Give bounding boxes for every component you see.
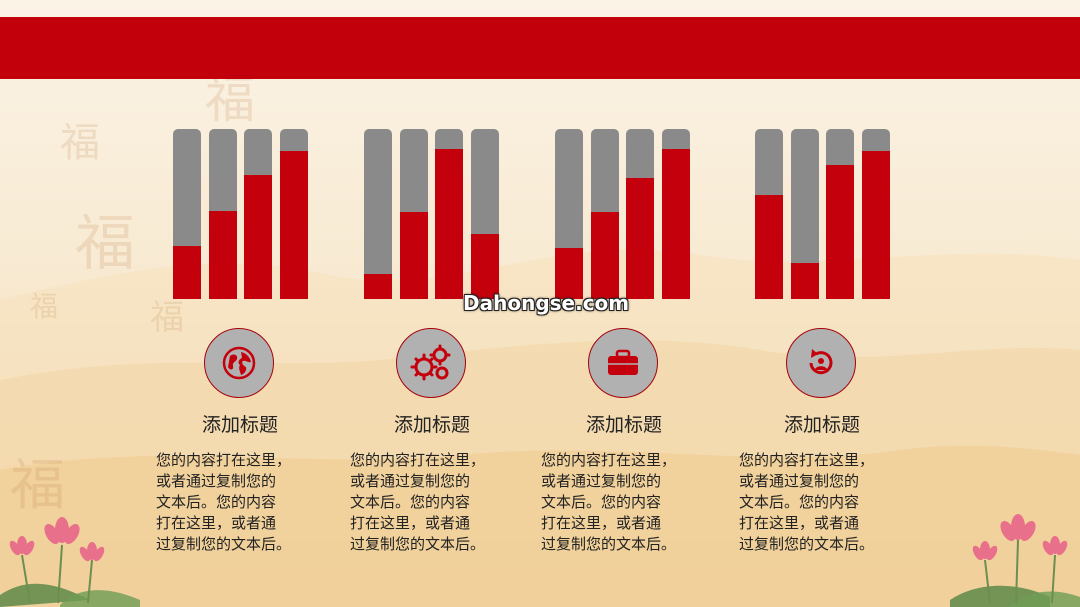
- body-line: 过复制您的文本后。: [156, 535, 292, 553]
- bar-2-2: [400, 129, 428, 299]
- bar-fill: [400, 212, 428, 299]
- top-red-band: [0, 17, 1080, 79]
- bar-fill: [591, 212, 619, 299]
- refresh-user-icon: [809, 349, 833, 375]
- bar-fill: [862, 151, 890, 299]
- bar-1-1: [173, 129, 201, 299]
- section-title-2: 添加标题: [393, 414, 470, 436]
- icon-circle-3: [588, 328, 658, 398]
- bar-2-4: [471, 129, 499, 299]
- bar-2-1: [364, 129, 392, 299]
- body-line: 或者通过复制您的: [541, 472, 662, 490]
- icon-circle-1: [204, 328, 274, 398]
- body-line: 您的内容打在这里，: [350, 451, 486, 469]
- background-fu-character: 福: [150, 298, 184, 338]
- bar-4-4: [862, 129, 890, 299]
- bar-group-3: [555, 129, 715, 299]
- bar-group-4: [755, 129, 915, 299]
- bar-fill: [364, 273, 392, 299]
- bar-group-1: [173, 129, 333, 299]
- section-title-3: 添加标题: [585, 414, 662, 436]
- body-line: 您的内容打在这里，: [739, 451, 875, 469]
- section-2: 添加标题 您的内容打在这里， 或者通过复制您的 文本后。您的内容 打在这里，或者…: [350, 0, 554, 607]
- bar-fill: [662, 149, 690, 299]
- body-line: 或者通过复制您的: [156, 472, 277, 490]
- bar-fill: [826, 164, 854, 299]
- bar-3-1: [555, 129, 583, 299]
- body-line: 打在这里，或者通: [156, 514, 277, 532]
- bar-group-2: [364, 129, 524, 299]
- bar-fill: [626, 178, 654, 299]
- bar-fill: [471, 234, 499, 299]
- bar-3-3: [626, 129, 654, 299]
- gears-icon: [410, 344, 451, 381]
- body-line: 文本后。您的内容: [156, 493, 277, 511]
- body-line: 过复制您的文本后。: [541, 535, 677, 553]
- body-line: 打在这里，或者通: [739, 514, 860, 532]
- section-title-1: 添加标题: [201, 414, 278, 436]
- body-line: 或者通过复制您的: [350, 472, 471, 490]
- lotus-decoration-left: [0, 517, 140, 607]
- background-fu-character: 福: [205, 71, 255, 129]
- body-line: 您的内容打在这里，: [541, 451, 677, 469]
- icon-circle-2: [396, 328, 466, 398]
- body-line: 文本后。您的内容: [541, 493, 662, 511]
- section-body-3: 您的内容打在这里， 或者通过复制您的 文本后。您的内容 打在这里，或者通 过复制…: [541, 450, 703, 555]
- bar-fill: [209, 210, 237, 299]
- bar-fill: [244, 174, 272, 299]
- bar-fill: [755, 195, 783, 299]
- body-line: 您的内容打在这里，: [156, 451, 292, 469]
- section-title-4: 添加标题: [783, 414, 860, 436]
- bar-fill: [435, 149, 463, 299]
- background-fu-character: 福: [30, 290, 59, 323]
- section-body-1: 您的内容打在这里， 或者通过复制您的 文本后。您的内容 打在这里，或者通 过复制…: [156, 450, 318, 555]
- body-line: 打在这里，或者通: [541, 514, 662, 532]
- bar-2-3: [435, 129, 463, 299]
- bar-3-4: [662, 129, 690, 299]
- bar-3-2: [591, 129, 619, 299]
- bar-fill: [791, 263, 819, 299]
- globe-icon: [222, 346, 256, 380]
- section-1: 添加标题 您的内容打在这里， 或者通过复制您的 文本后。您的内容 打在这里，或者…: [156, 0, 363, 607]
- body-line: 过复制您的文本后。: [739, 535, 875, 553]
- bar-4-2: [791, 129, 819, 299]
- bar-fill: [555, 248, 583, 299]
- briefcase-icon: [608, 349, 638, 375]
- section-3: 添加标题 您的内容打在这里， 或者通过复制您的 文本后。您的内容 打在这里，或者…: [541, 0, 745, 607]
- lotus-decoration-right: [950, 514, 1080, 607]
- bar-1-4: [280, 129, 308, 299]
- body-line: 或者通过复制您的: [739, 472, 860, 490]
- body-line: 文本后。您的内容: [739, 493, 860, 511]
- bar-4-3: [826, 129, 854, 299]
- bar-1-3: [244, 129, 272, 299]
- body-line: 文本后。您的内容: [350, 493, 471, 511]
- bar-fill: [280, 151, 308, 299]
- bar-1-2: [209, 129, 237, 299]
- icon-circle-4: [786, 328, 856, 398]
- section-body-2: 您的内容打在这里， 或者通过复制您的 文本后。您的内容 打在这里，或者通 过复制…: [350, 450, 512, 555]
- background-fu-character: 福: [10, 453, 66, 517]
- body-line: 过复制您的文本后。: [350, 535, 486, 553]
- body-line: 打在这里，或者通: [350, 514, 471, 532]
- background-fu-character: 福: [60, 120, 100, 166]
- bar-4-1: [755, 129, 783, 299]
- background-fu-character: 福: [75, 209, 135, 279]
- bar-fill: [173, 246, 201, 299]
- watermark: Dahongse.com: [463, 291, 630, 315]
- section-body-4: 您的内容打在这里， 或者通过复制您的 文本后。您的内容 打在这里，或者通 过复制…: [739, 450, 901, 555]
- section-4: 添加标题 您的内容打在这里， 或者通过复制您的 文本后。您的内容 打在这里，或者…: [739, 0, 945, 607]
